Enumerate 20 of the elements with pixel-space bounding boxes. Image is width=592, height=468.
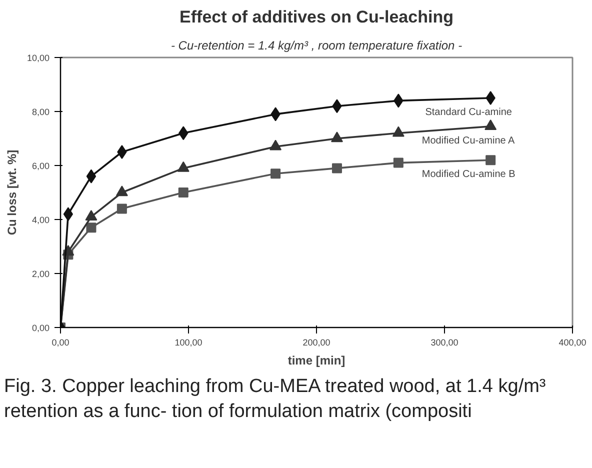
series-label: Modified Cu-amine B — [422, 169, 516, 180]
x-tick-label: 100,00 — [174, 338, 202, 348]
point — [486, 155, 496, 166]
y-tick-label: 6,00 — [32, 161, 50, 171]
x-tick-label: 200,00 — [302, 338, 330, 348]
y-tick-label: 2,00 — [32, 269, 50, 279]
y-axis-title: Cu loss [wt. %] — [4, 150, 19, 236]
x-tick-label: 0,00 — [52, 338, 70, 348]
series-label: Modified Cu-amine A — [422, 135, 516, 146]
chart-subtitle: - Cu-retention = 1.4 kg/m³ , room temperature fixation - — [170, 38, 462, 52]
x-tick-label: 400,00 — [558, 338, 586, 348]
caption: Fig. 3. Copper leaching from Cu-MEA treated wood, at 1.4 kg/m³ retention as a func- tion of formulation matrix (compositi — [4, 375, 547, 424]
y-tick-label: 0,00 — [32, 323, 50, 333]
y-tick-label: 4,00 — [32, 215, 50, 225]
x-axis-title: time [min] — [288, 354, 346, 368]
chart-title: Effect of additives on Cu-leaching — [180, 8, 454, 26]
x-tick-label: 300,00 — [430, 338, 458, 348]
y-tick-label: 8,00 — [32, 107, 50, 117]
y-tick-label: 10,00 — [26, 53, 50, 63]
series-label: Standard Cu-amine — [425, 107, 512, 118]
